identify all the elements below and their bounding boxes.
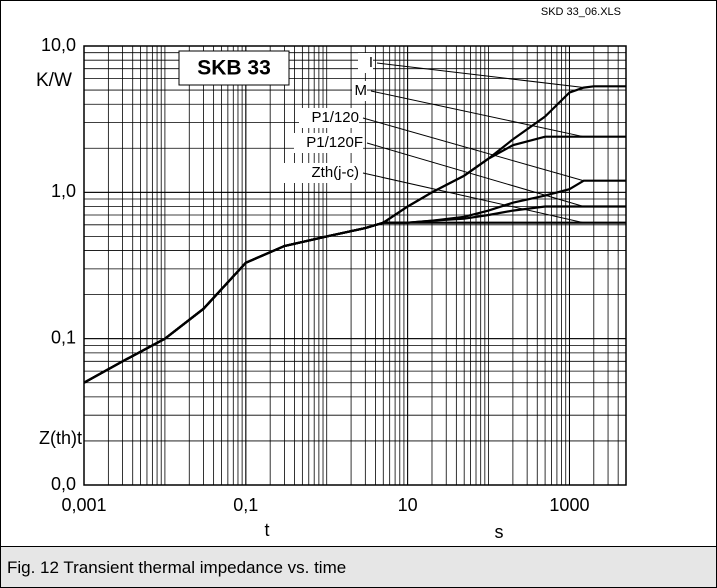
- chart-title: SKB 33: [197, 57, 271, 80]
- legend-label: I: [369, 54, 373, 71]
- caption: Fig. 12 Transient thermal impedance vs. …: [1, 546, 716, 587]
- legend-bg: [299, 108, 359, 128]
- legend-bg: [281, 163, 359, 183]
- y-axis-label: Z(th)t: [39, 428, 82, 448]
- legend-label: P1/120F: [306, 134, 363, 151]
- series-line: [83, 221, 626, 384]
- y-tick-label: 10,0: [41, 35, 76, 55]
- legend-bg: [358, 53, 373, 73]
- y-tick-label: 0,1: [51, 327, 76, 347]
- unit-label: K/W: [36, 70, 72, 91]
- legend-label: P1/120: [311, 109, 359, 126]
- y-tick-label: 1,0: [51, 181, 76, 201]
- legend-bg: [294, 133, 363, 153]
- x-axis-label: t: [264, 520, 269, 540]
- x-tick-label: 1000: [549, 495, 589, 515]
- y-tick-label: 0,0: [51, 474, 76, 494]
- leader-line: [370, 90, 584, 138]
- plot-frame: [83, 45, 627, 486]
- legend-label: M: [355, 82, 368, 99]
- leader-line: [362, 117, 584, 182]
- leader-line: [366, 142, 584, 207]
- x-unit-label: s: [495, 522, 504, 542]
- file-label: SKD 33_06.XLS: [541, 6, 621, 18]
- leader-line: [376, 62, 584, 89]
- leader-line: [362, 172, 584, 224]
- x-tick-label: 10: [398, 495, 418, 515]
- legend-bg: [352, 81, 367, 101]
- x-tick-label: 0,001: [61, 495, 106, 515]
- chart: SKD 33_06.XLS K/W Z(th)t t s 0,001 0,1 10 1…: [36, 6, 627, 542]
- legend-label: Zth(j-c): [312, 164, 360, 181]
- x-tick-label: 0,1: [233, 495, 258, 515]
- title-box: [178, 50, 290, 86]
